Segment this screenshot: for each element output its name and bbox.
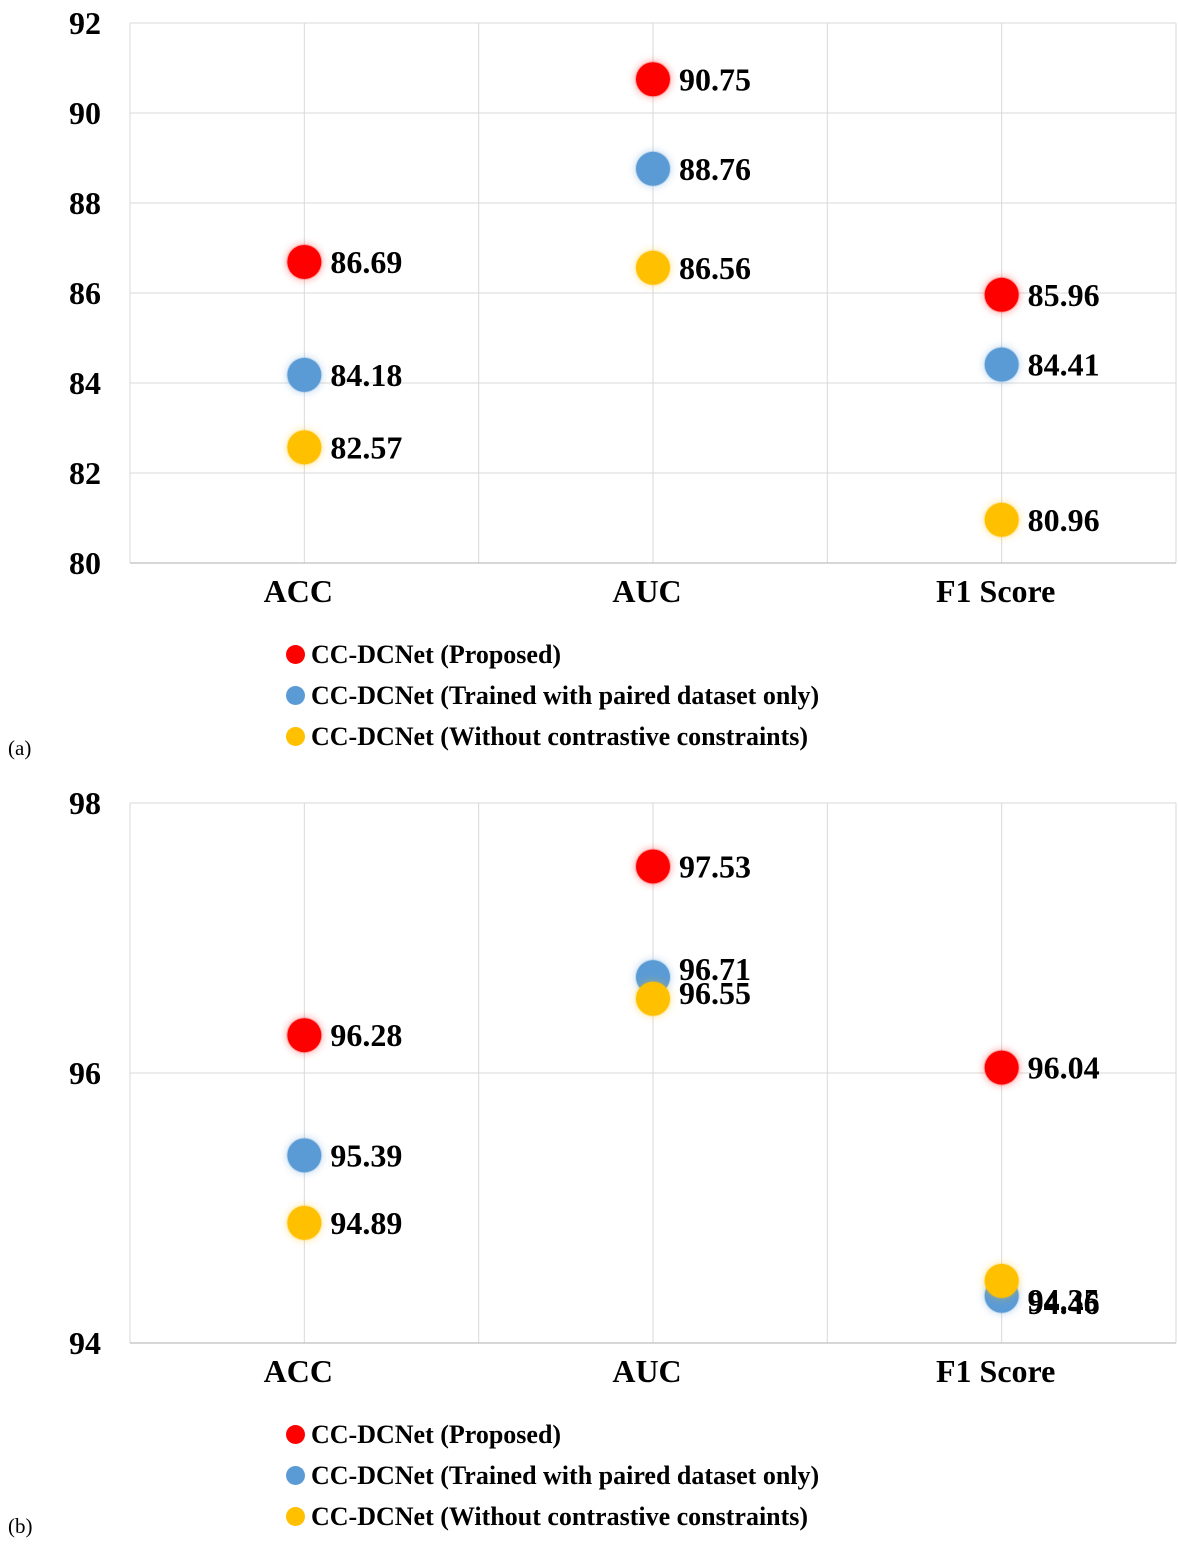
data-label: 94.35 [1028,1282,1100,1318]
x-category-label: ACC [264,573,333,609]
y-tick-label: 96 [69,1055,101,1091]
x-category-label: ACC [264,1353,333,1389]
data-point [636,250,670,285]
data-point [287,1018,322,1053]
x-category-label: F1 Score [936,573,1055,609]
data-label: 96.55 [679,975,751,1011]
legend-marker-paired [286,1466,305,1485]
data-point [636,62,670,97]
series-proposed: 86.69 90.75 85.96 [286,61,1100,313]
data-label: 88.76 [679,151,751,187]
data-label: 97.53 [679,848,751,884]
data-label: 95.39 [330,1137,402,1173]
legend-marker-nocontrast [286,1507,305,1526]
series-nocontrast: 94.89 96.55 94.46 [286,975,1100,1321]
data-point [984,502,1019,537]
data-point [636,151,670,186]
data-point [287,357,322,392]
data-point [984,1050,1019,1085]
data-label: 80.96 [1028,502,1100,538]
legend-a: CC-DCNet (Proposed) CC-DCNet (Trained wi… [286,634,819,757]
data-label: 85.96 [1028,277,1100,313]
data-label: 96.71 [679,951,751,987]
legend-marker-nocontrast [286,727,305,746]
data-label: 94.89 [330,1205,402,1241]
data-point [636,849,670,884]
legend-marker-paired [286,686,305,705]
data-label: 94.46 [1028,1285,1100,1321]
legend-item-nocontrast: CC-DCNet (Without contrastive constraint… [286,716,819,757]
y-tick-label: 84 [69,365,101,401]
y-tick-label: 98 [69,785,101,821]
legend-label-nocontrast: CC-DCNet (Without contrastive constraint… [311,1501,809,1531]
data-label: 84.18 [330,357,402,393]
data-label: 82.57 [330,429,402,465]
legend-label-paired: CC-DCNet (Trained with paired dataset on… [311,680,820,710]
legend-item-paired: CC-DCNet (Trained with paired dataset on… [286,675,819,716]
scatter-chart-b: 94 96 98 ACC AUC F1 Score 96.28 97.53 96.04 95.39… [69,785,1177,1389]
x-category-label: F1 Score [936,1353,1055,1389]
data-point [984,277,1019,312]
data-label: 86.56 [679,250,751,286]
x-category-label: AUC [612,1353,681,1389]
series-proposed: 96.28 97.53 96.04 [286,848,1100,1086]
y-tick-label: 86 [69,275,101,311]
data-point [984,1263,1019,1298]
legend-item-nocontrast: CC-DCNet (Without contrastive constraint… [286,1496,819,1537]
y-tick-label: 80 [69,545,101,581]
legend-marker-proposed [286,645,305,664]
y-tick-label: 90 [69,95,101,131]
y-tick-label: 92 [69,5,101,41]
panel-label-a: (a) [8,736,32,760]
series-nocontrast: 82.57 86.56 80.96 [286,249,1100,538]
legend-marker-proposed [286,1425,305,1444]
y-tick-label: 94 [69,1325,101,1361]
data-label: 96.28 [330,1017,402,1053]
legend-label-proposed: CC-DCNet (Proposed) [311,639,562,669]
data-label: 96.04 [1028,1050,1100,1086]
legend-label-proposed: CC-DCNet (Proposed) [311,1419,562,1449]
x-category-label: AUC [612,573,681,609]
data-label: 90.75 [679,61,751,97]
legend-item-proposed: CC-DCNet (Proposed) [286,1414,819,1455]
legend-item-paired: CC-DCNet (Trained with paired dataset on… [286,1455,819,1496]
data-label: 84.41 [1028,347,1100,383]
data-point [287,1205,322,1240]
scatter-chart-a: 80 82 84 86 88 90 92 ACC AUC F1 Score 86.69 90.75 85… [69,5,1177,609]
chart-panel-b: 94 96 98 ACC AUC F1 Score 96.28 97.53 96.04 95.39… [0,780,1178,1551]
data-point [287,244,322,279]
panel-label-b: (b) [8,1514,33,1538]
legend-item-proposed: CC-DCNet (Proposed) [286,634,819,675]
legend-label-nocontrast: CC-DCNet (Without contrastive constraint… [311,721,809,751]
series-paired: 84.18 88.76 84.41 [286,150,1100,393]
data-point [287,1138,322,1173]
chart-panel-a: 80 82 84 86 88 90 92 ACC AUC F1 Score 86.69 90.75 85… [0,0,1178,775]
data-point [984,347,1019,382]
data-point [636,981,670,1016]
y-tick-label: 82 [69,455,101,491]
legend-b: CC-DCNet (Proposed) CC-DCNet (Trained wi… [286,1414,819,1537]
data-point [287,430,322,465]
y-tick-label: 88 [69,185,101,221]
data-label: 86.69 [330,244,402,280]
legend-label-paired: CC-DCNet (Trained with paired dataset on… [311,1460,820,1490]
